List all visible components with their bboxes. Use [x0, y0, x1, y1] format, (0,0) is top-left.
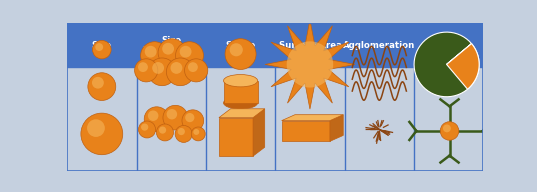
Bar — [281, 121, 330, 141]
FancyBboxPatch shape — [67, 23, 136, 67]
Ellipse shape — [171, 62, 183, 74]
Text: Shape: Shape — [226, 41, 256, 50]
Ellipse shape — [230, 43, 243, 56]
Ellipse shape — [185, 59, 208, 82]
Ellipse shape — [135, 59, 158, 82]
FancyBboxPatch shape — [345, 23, 414, 67]
Ellipse shape — [193, 129, 199, 135]
Ellipse shape — [144, 107, 169, 132]
Text: Size
Distribution: Size Distribution — [142, 36, 200, 55]
Polygon shape — [253, 109, 265, 156]
Ellipse shape — [188, 62, 198, 72]
Ellipse shape — [443, 124, 451, 132]
Ellipse shape — [144, 46, 157, 58]
Ellipse shape — [176, 42, 204, 70]
Ellipse shape — [156, 124, 173, 141]
FancyBboxPatch shape — [136, 23, 206, 67]
Ellipse shape — [141, 42, 169, 70]
Bar — [219, 118, 253, 156]
Text: Agglomeration: Agglomeration — [343, 41, 416, 50]
Ellipse shape — [138, 62, 148, 72]
Ellipse shape — [148, 58, 176, 86]
Ellipse shape — [223, 74, 258, 87]
Ellipse shape — [139, 121, 156, 138]
Ellipse shape — [166, 58, 194, 86]
Polygon shape — [330, 115, 343, 141]
Ellipse shape — [162, 43, 174, 55]
Ellipse shape — [225, 39, 256, 70]
Polygon shape — [265, 20, 355, 109]
Ellipse shape — [191, 127, 205, 141]
Ellipse shape — [158, 39, 186, 66]
Ellipse shape — [175, 125, 192, 142]
Polygon shape — [219, 109, 265, 118]
Text: Surface Area: Surface Area — [279, 41, 342, 50]
Ellipse shape — [440, 122, 459, 140]
FancyBboxPatch shape — [275, 23, 345, 67]
Ellipse shape — [185, 113, 194, 122]
Ellipse shape — [88, 73, 116, 100]
Ellipse shape — [92, 77, 104, 89]
Text: Size: Size — [92, 41, 112, 50]
FancyBboxPatch shape — [206, 23, 275, 67]
Bar — [223, 81, 258, 103]
Polygon shape — [281, 115, 343, 121]
Ellipse shape — [223, 97, 258, 109]
Polygon shape — [447, 44, 479, 89]
Ellipse shape — [141, 123, 148, 131]
Ellipse shape — [180, 46, 192, 58]
Ellipse shape — [87, 119, 105, 137]
Ellipse shape — [163, 105, 188, 130]
Ellipse shape — [159, 127, 166, 134]
FancyBboxPatch shape — [414, 23, 483, 67]
Ellipse shape — [81, 113, 123, 155]
Ellipse shape — [152, 62, 164, 74]
Ellipse shape — [148, 110, 158, 121]
Ellipse shape — [92, 40, 111, 59]
Ellipse shape — [166, 109, 177, 119]
Ellipse shape — [178, 128, 185, 135]
Ellipse shape — [95, 43, 103, 51]
Polygon shape — [414, 32, 479, 97]
Ellipse shape — [287, 41, 333, 88]
Ellipse shape — [182, 110, 204, 131]
Text: Surface
Chemistry: Surface Chemistry — [424, 36, 474, 55]
